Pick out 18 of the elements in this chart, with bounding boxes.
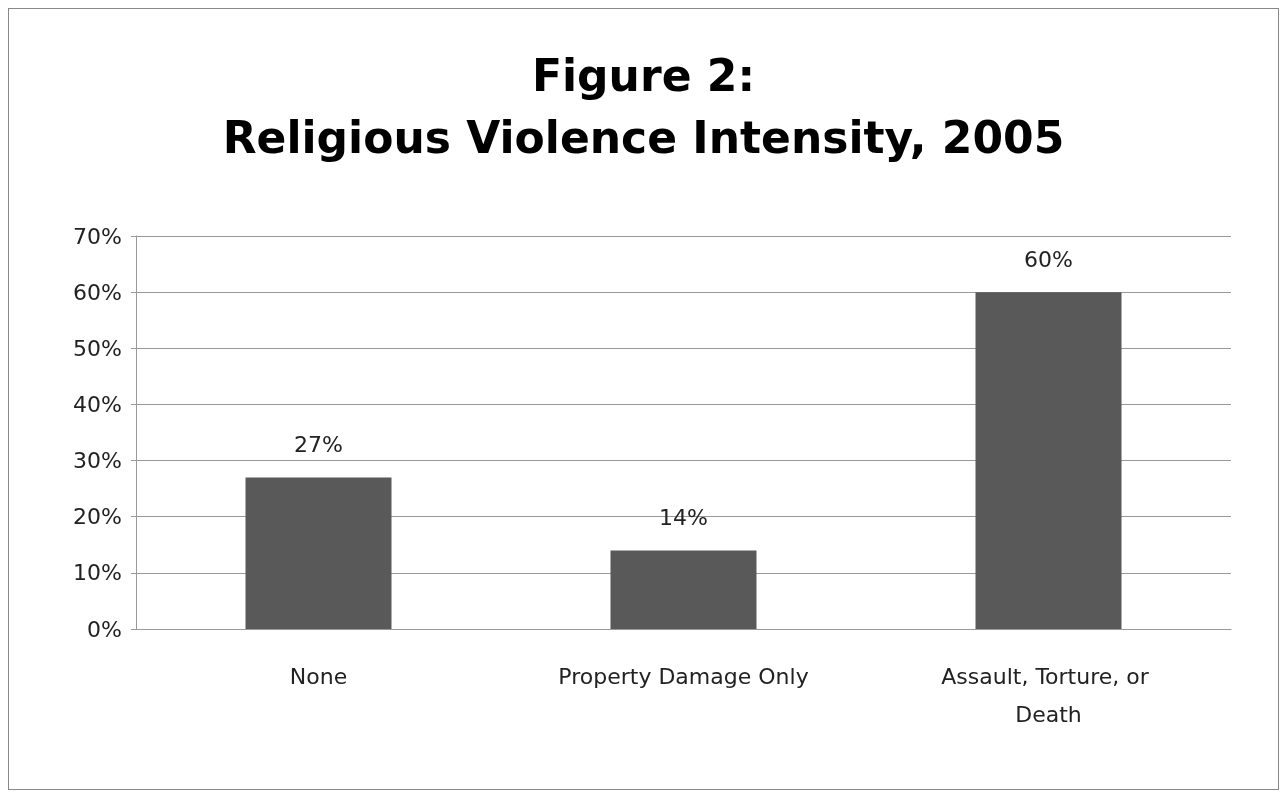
- y-tick-label: 60%: [73, 279, 122, 305]
- y-tick-label: 50%: [73, 335, 122, 361]
- data-label: 14%: [659, 504, 708, 530]
- chart-title: Figure 2: Religious Violence Intensity, 2005: [222, 49, 1065, 163]
- y-tick-label: 30%: [73, 448, 122, 474]
- y-tick-label: 10%: [73, 560, 122, 586]
- data-label: 60%: [1024, 246, 1073, 272]
- y-tick-label: 0%: [87, 616, 122, 642]
- y-tick-label: 70%: [73, 223, 122, 249]
- x-tick-label: Property Damage Only: [558, 663, 809, 689]
- y-tick-label: 20%: [73, 504, 122, 530]
- bar: [245, 477, 392, 629]
- x-tick-label: None: [289, 663, 348, 689]
- x-tick-label: Assault, Torture, or Death: [941, 663, 1156, 727]
- bar: [975, 292, 1122, 629]
- bar: [610, 550, 757, 629]
- data-label: 27%: [294, 431, 343, 457]
- y-tick-label: 40%: [73, 391, 122, 417]
